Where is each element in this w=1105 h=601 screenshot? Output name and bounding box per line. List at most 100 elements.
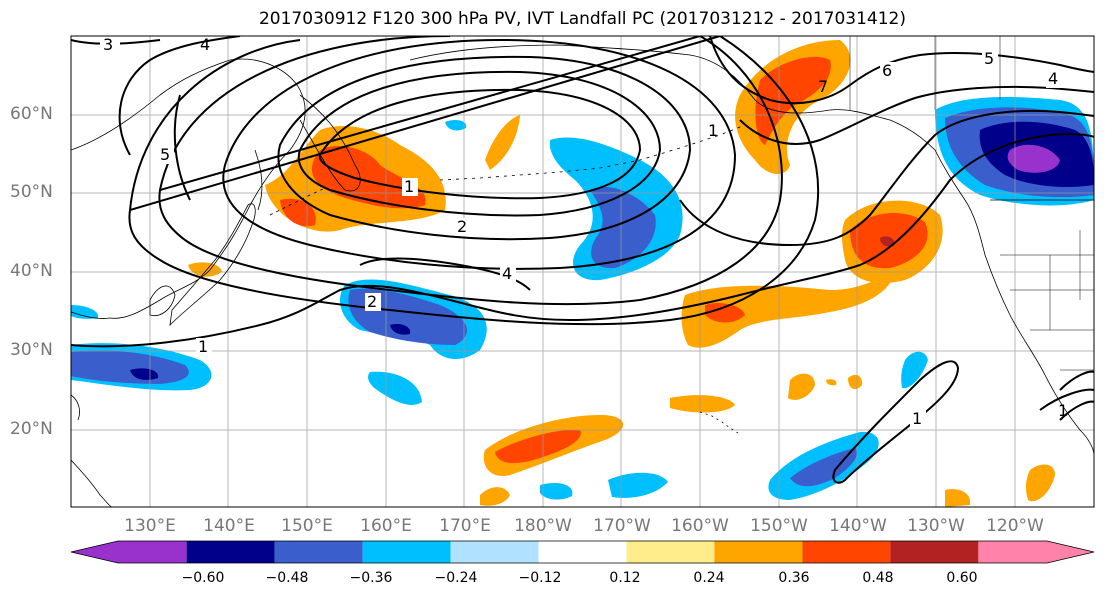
korea-coast [149, 285, 176, 317]
colorbar-segment [274, 541, 363, 563]
colorbar-segment [186, 541, 275, 563]
taiwan-coast [71, 394, 80, 421]
contour-line [118, 36, 241, 156]
positive-anomaly-region [945, 489, 971, 507]
positive-anomaly-core [495, 429, 581, 464]
lon-label: 130°E [124, 516, 176, 536]
colorbar-segment [450, 541, 539, 563]
positive-anomaly-region [480, 487, 510, 506]
lon-label: 150°W [750, 516, 808, 536]
positive-anomaly-region [848, 374, 863, 390]
contour-label: 3 [103, 35, 113, 54]
colorbar-segment [362, 541, 451, 563]
colorbar-segment [538, 541, 627, 563]
lon-label: 140°W [829, 516, 887, 536]
lon-label: 130°W [907, 516, 965, 536]
negative-anomaly-core [71, 350, 189, 384]
contour-label: 6 [882, 61, 892, 80]
contour-label: 5 [160, 145, 170, 164]
lon-label: 170°W [593, 516, 651, 536]
colorbar-segment [978, 541, 1094, 563]
contour-labels: 3 4 5 1 2 4 2 1 1 5 4 6 7 1 1 [100, 35, 1068, 428]
positive-anomaly-region [681, 270, 895, 348]
lat-label: 20°N [10, 419, 53, 439]
contour-line [679, 109, 1094, 247]
lon-label: 180°W [514, 516, 572, 536]
contour-line [1039, 370, 1094, 421]
lon-label: 160°E [360, 516, 412, 536]
colorbar-segment [714, 541, 803, 563]
positive-anomaly-core [755, 56, 831, 145]
canada-provinces [849, 36, 1001, 110]
positive-anomaly-extreme [880, 236, 895, 247]
map-frame [70, 35, 1095, 508]
contour-label: 4 [1048, 69, 1058, 88]
negative-anomaly-region [71, 305, 99, 319]
negative-anomaly-extreme [130, 368, 159, 380]
lon-label: 140°E [203, 516, 255, 536]
contour-label: 2 [367, 292, 377, 311]
aleutian-islands [439, 124, 746, 181]
lon-label: 150°E [281, 516, 333, 536]
negative-anomaly-region [445, 120, 467, 131]
kamchatka-coast [299, 94, 361, 192]
contour-line [739, 85, 1094, 145]
hawaii-islands [699, 411, 739, 434]
positive-anomaly-region [826, 379, 837, 386]
contour-line [71, 133, 1094, 348]
alaska-coast [409, 44, 936, 151]
contour-line [128, 36, 820, 326]
negative-anomaly-peak [1007, 144, 1060, 173]
lon-label: 170°E [439, 516, 491, 536]
contour-line [297, 70, 662, 217]
contour-label: 2 [457, 217, 467, 236]
positive-anomaly-region [670, 395, 735, 413]
colorbar-tick-label: 0.24 [693, 570, 725, 586]
contour-line [158, 36, 783, 306]
lon-label: 120°W [986, 516, 1044, 536]
positive-anomaly-region [188, 262, 222, 277]
colorbar-tick-label: 0.48 [862, 570, 894, 586]
contour-line [318, 88, 642, 200]
map-title: 2017030912 F120 300 hPa PV, IVT Landfall… [258, 9, 906, 29]
lat-label: 50°N [10, 182, 53, 202]
contour-label: 1 [198, 337, 208, 356]
colorbar-tick-label: 0.60 [946, 570, 978, 586]
contour-line [277, 55, 692, 241]
colorbar-outline [70, 540, 1095, 564]
graticule [71, 36, 1094, 507]
asia-coast [71, 58, 306, 319]
negative-anomaly-region [368, 371, 422, 405]
lat-label: 40°N [10, 261, 53, 281]
contour-label: 5 [984, 49, 994, 68]
negative-anomaly-extreme [390, 324, 411, 335]
negative-anomaly-region [540, 483, 573, 500]
colorbar-tick-label: −0.24 [434, 570, 478, 586]
colorbar-segment [802, 541, 891, 563]
colorbar [70, 540, 1095, 564]
colorbar-segment [71, 541, 187, 563]
japan-coast [169, 203, 256, 327]
pv-fill-regions [71, 40, 1094, 507]
negative-anomaly-core [790, 448, 858, 487]
contour-label: 1 [708, 121, 718, 140]
pv-contours [71, 36, 1094, 484]
contour-label: 1 [1058, 401, 1068, 420]
positive-anomaly-region [1025, 464, 1055, 502]
colorbar-tick-label: −0.60 [181, 570, 225, 586]
coastlines [71, 36, 1094, 507]
contour-line [832, 360, 960, 484]
colorbar-tick-label: −0.12 [518, 570, 562, 586]
contour-label: 4 [502, 264, 512, 283]
contour-label: 4 [200, 35, 210, 54]
colorbar-segment [626, 541, 715, 563]
contour-label: 1 [912, 409, 922, 428]
contour-label: 1 [404, 177, 414, 196]
positive-anomaly-core [705, 303, 745, 323]
positive-anomaly-region [788, 373, 815, 400]
colorbar-tick-label: −0.48 [265, 570, 309, 586]
negative-anomaly-region [901, 351, 928, 389]
north-america-coast [934, 149, 1094, 456]
philippines-coast [71, 459, 113, 507]
